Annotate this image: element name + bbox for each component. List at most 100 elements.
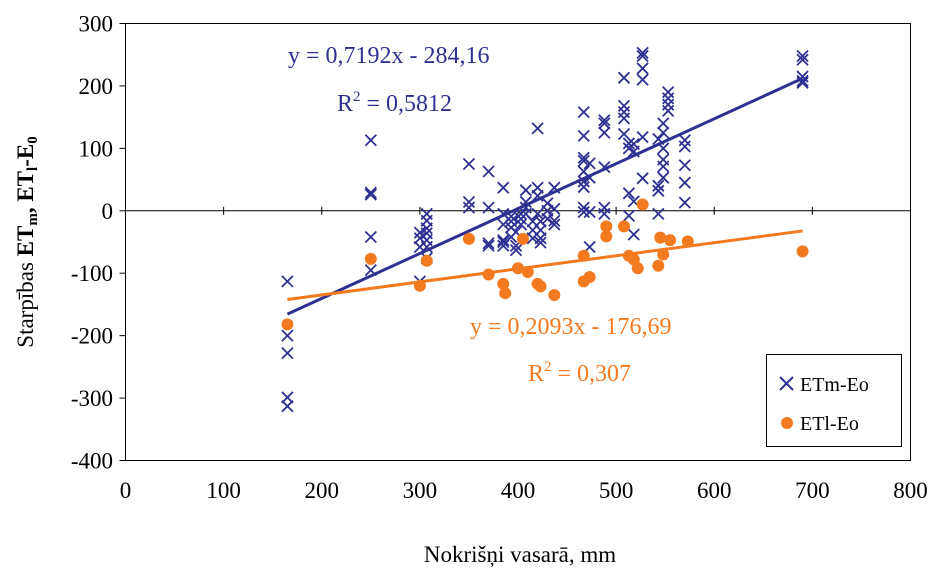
- y-tick-label: -100: [71, 261, 113, 286]
- x-tick-label: 700: [795, 478, 830, 503]
- etm-data-point: [577, 129, 590, 143]
- etm-data-point: [598, 201, 611, 214]
- etm-data-point: [678, 140, 691, 153]
- etl-data-point: [657, 248, 670, 261]
- etm-data-point: [583, 157, 596, 170]
- etm-data-point: [657, 171, 670, 184]
- etm-data-point: [482, 201, 495, 214]
- etm-data-point: [678, 159, 691, 172]
- etm-data-point: [420, 240, 433, 254]
- etm-data-point: [636, 172, 649, 185]
- etl-data-point: [516, 232, 529, 245]
- etm-data-point: [281, 275, 294, 288]
- etl-data-point: [652, 259, 665, 272]
- y-tick-label: 200: [79, 74, 114, 99]
- etm-trendline: [286, 77, 804, 316]
- etm-data-point: [519, 195, 532, 209]
- etm-data-point: [617, 127, 631, 141]
- etm-data-point: [622, 187, 636, 200]
- etm-data-point: [281, 400, 294, 413]
- etm-data-point: [548, 202, 561, 216]
- etl-trendline: [287, 229, 803, 302]
- etm-r-squared: R2 = 0,5812: [337, 89, 452, 117]
- y-tick-label: 300: [79, 12, 114, 37]
- x-tick-label: 400: [501, 478, 536, 503]
- etm-data-point: [364, 230, 377, 244]
- etm-data-point: [652, 207, 665, 221]
- etm-data-point: [622, 209, 636, 222]
- etl-data-point: [413, 279, 426, 292]
- etm-data-point: [509, 243, 523, 257]
- etm-data-point: [796, 53, 809, 66]
- etm-data-point: [583, 205, 596, 219]
- etl-data-point: [462, 232, 475, 245]
- legend: ETm-Eo ETl-Eo: [766, 354, 902, 447]
- etm-data-point: [652, 132, 665, 146]
- etl-data-point: [497, 277, 510, 290]
- etm-data-point: [598, 207, 611, 221]
- etm-data-point: [531, 207, 544, 221]
- legend-etl-label: ETl-Eo: [800, 413, 859, 435]
- etm-data-point: [548, 218, 561, 231]
- etl-data-point: [664, 234, 677, 247]
- legend-etm-marker-icon: [779, 376, 794, 391]
- etl-data-point: [534, 280, 547, 293]
- etm-data-point: [622, 137, 636, 150]
- y-tick-label: -200: [71, 324, 113, 349]
- etm-data-point: [462, 201, 476, 214]
- etl-data-point: [548, 289, 561, 302]
- etl-data-point: [281, 318, 294, 331]
- etm-data-point: [462, 157, 476, 171]
- x-axis-label: Nokrišņi vasarā, mm: [424, 542, 616, 568]
- etm-data-point: [661, 92, 675, 105]
- etl-data-point: [577, 249, 590, 262]
- etm-data-point: [281, 329, 294, 342]
- etm-data-point: [661, 104, 675, 118]
- etm-data-point: [497, 181, 510, 194]
- etm-data-point: [657, 160, 670, 173]
- etm-data-point: [678, 176, 691, 189]
- etm-data-point: [534, 232, 547, 245]
- etm-data-point: [497, 233, 510, 247]
- etm-data-point: [482, 237, 495, 250]
- x-tick-label: 500: [599, 478, 634, 503]
- etm-data-point: [636, 62, 649, 75]
- etl-data-point: [617, 220, 630, 233]
- etm-trend-equation: y = 0,7192x - 284,16: [288, 43, 490, 69]
- legend-etl-marker-icon: [781, 417, 793, 429]
- etm-data-point: [636, 49, 649, 63]
- etm-data-point: [796, 74, 809, 88]
- legend-box: [766, 354, 902, 447]
- etm-data-point: [482, 165, 495, 178]
- etm-data-point: [514, 207, 528, 221]
- etl-data-point: [636, 198, 649, 211]
- axes: 0 100 200 300 400 500 600 700 800 300 200 100 0 -100 -…: [71, 12, 928, 504]
- etm-data-point: [413, 232, 427, 245]
- etm-data-point: [577, 106, 590, 119]
- etm-data-point: [627, 145, 640, 158]
- x-tick-label: 200: [305, 478, 340, 503]
- etm-data-point: [462, 195, 476, 209]
- etm-data-point: [548, 214, 561, 227]
- etm-data-point: [598, 126, 611, 139]
- etm-data-point: [497, 235, 510, 249]
- etl-trend-equation: y = 0,2093x - 176,69: [470, 314, 672, 340]
- etm-data-point: [598, 117, 611, 130]
- etm-data-point: [617, 106, 631, 119]
- etm-data-point: [577, 180, 590, 194]
- y-tick-label: 100: [79, 136, 114, 161]
- etm-data-point: [504, 210, 518, 223]
- y-tick-label: -300: [71, 386, 113, 411]
- data-markers: [281, 46, 809, 413]
- etm-data-point: [657, 117, 670, 130]
- x-tick-label: 600: [697, 478, 732, 503]
- etm-data-point: [617, 99, 631, 113]
- x-tick-label: 800: [893, 478, 928, 503]
- etm-data-point: [577, 205, 590, 219]
- etm-data-point: [652, 179, 665, 192]
- plot-area: [125, 23, 911, 461]
- legend-etm-label: ETm-Eo: [800, 374, 869, 396]
- etm-data-point: [281, 391, 294, 404]
- etm-data-point: [281, 346, 294, 360]
